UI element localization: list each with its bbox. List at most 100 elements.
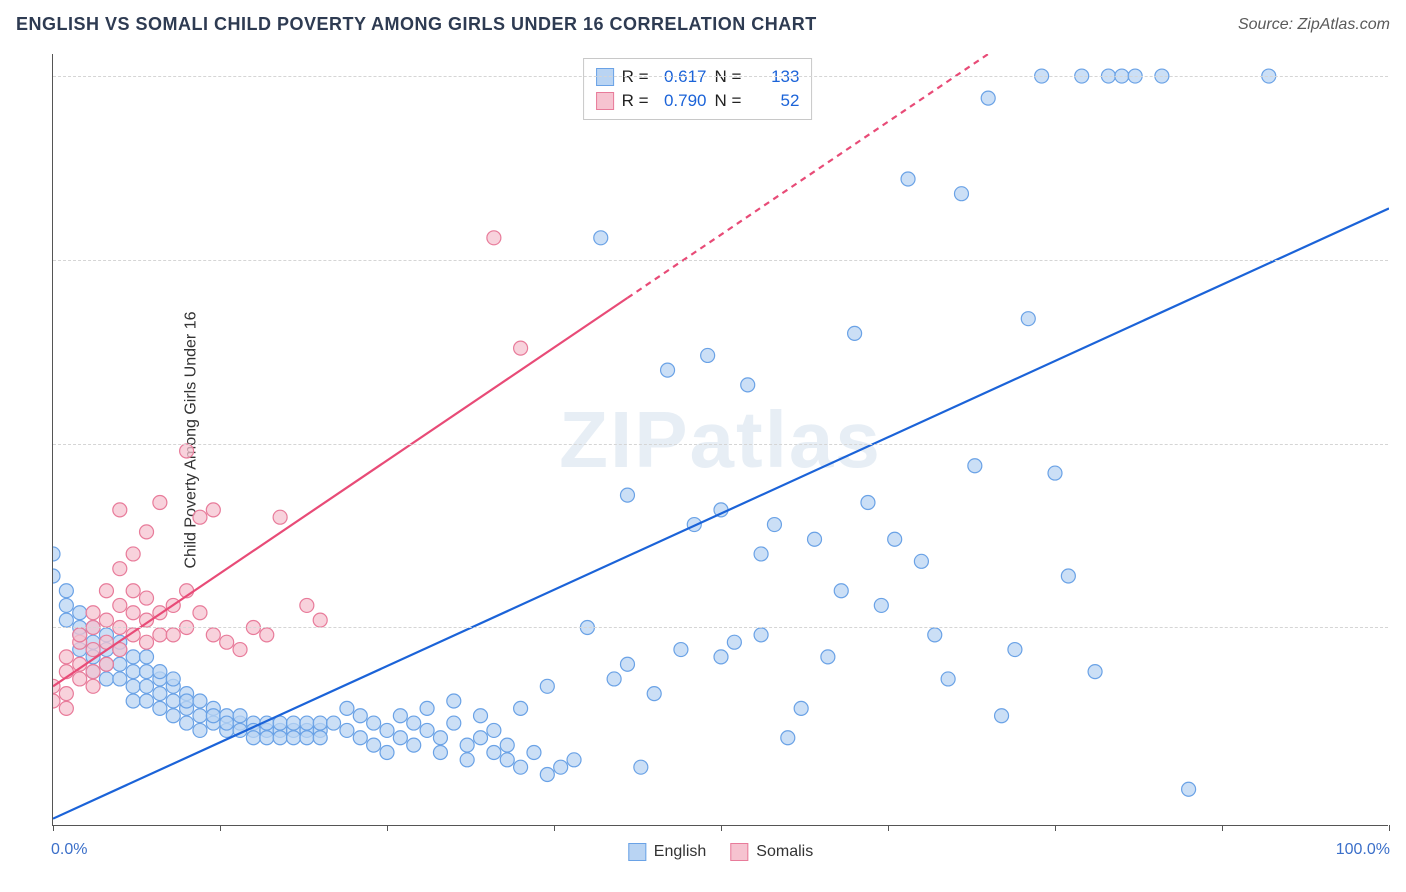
data-point-english — [527, 745, 541, 759]
data-point-somalis — [206, 503, 220, 517]
plot-area: Child Poverty Among Girls Under 16 ZIPat… — [52, 54, 1388, 826]
data-point-somalis — [487, 231, 501, 245]
data-point-somalis — [153, 628, 167, 642]
swatch-somalis-icon — [730, 843, 748, 861]
data-point-english — [166, 672, 180, 686]
data-point-english — [393, 709, 407, 723]
data-point-english — [808, 532, 822, 546]
y-tick-label: 100.0% — [1398, 67, 1406, 85]
data-point-somalis — [126, 547, 140, 561]
gridline — [53, 627, 1388, 628]
data-point-somalis — [273, 510, 287, 524]
data-point-somalis — [233, 643, 247, 657]
data-point-english — [340, 723, 354, 737]
y-tick-label: 75.0% — [1398, 251, 1406, 269]
data-point-english — [393, 731, 407, 745]
r-value-somalis: 0.790 — [657, 89, 707, 113]
data-point-english — [407, 716, 421, 730]
data-point-english — [487, 745, 501, 759]
data-point-english — [126, 679, 140, 693]
legend-bottom: English Somalis — [628, 843, 813, 861]
x-tick-mark — [1389, 825, 1390, 831]
data-point-english — [53, 569, 60, 583]
data-point-english — [327, 716, 341, 730]
x-tick-mark — [554, 825, 555, 831]
data-point-english — [53, 547, 60, 561]
data-point-somalis — [59, 701, 73, 715]
data-point-english — [126, 694, 140, 708]
data-point-somalis — [514, 341, 528, 355]
legend-row-somalis: R = 0.790 N = 52 — [596, 89, 800, 113]
data-point-english — [313, 716, 327, 730]
x-tick-mark — [387, 825, 388, 831]
data-point-english — [901, 172, 915, 186]
data-point-english — [500, 753, 514, 767]
data-point-english — [447, 716, 461, 730]
data-point-somalis — [140, 635, 154, 649]
data-point-english — [166, 694, 180, 708]
data-point-english — [153, 665, 167, 679]
data-point-english — [113, 657, 127, 671]
data-point-english — [433, 731, 447, 745]
data-point-somalis — [126, 584, 140, 598]
data-point-english — [193, 709, 207, 723]
x-tick-mark — [1222, 825, 1223, 831]
data-point-somalis — [153, 495, 167, 509]
data-point-english — [273, 731, 287, 745]
data-point-somalis — [59, 687, 73, 701]
legend-item-somalis: Somalis — [730, 843, 813, 861]
data-point-somalis — [86, 665, 100, 679]
gridline — [53, 260, 1388, 261]
data-point-english — [714, 650, 728, 664]
data-point-english — [353, 731, 367, 745]
data-point-somalis — [86, 606, 100, 620]
data-point-english — [260, 731, 274, 745]
data-point-english — [99, 672, 113, 686]
data-point-english — [914, 554, 928, 568]
data-point-somalis — [86, 643, 100, 657]
legend-label-english: English — [654, 843, 706, 861]
data-point-english — [420, 723, 434, 737]
data-point-english — [620, 657, 634, 671]
data-point-english — [407, 738, 421, 752]
data-point-english — [794, 701, 808, 715]
data-point-english — [286, 731, 300, 745]
data-point-english — [727, 635, 741, 649]
data-point-english — [286, 716, 300, 730]
x-tick-mark — [721, 825, 722, 831]
data-point-english — [474, 709, 488, 723]
data-point-english — [313, 731, 327, 745]
data-point-english — [220, 716, 234, 730]
data-point-somalis — [113, 503, 127, 517]
data-point-somalis — [53, 694, 60, 708]
data-point-english — [193, 694, 207, 708]
data-point-english — [514, 701, 528, 715]
data-point-english — [754, 628, 768, 642]
n-label: N = — [715, 89, 742, 113]
data-point-english — [1021, 312, 1035, 326]
data-point-english — [447, 694, 461, 708]
x-tick-mark — [53, 825, 54, 831]
data-point-english — [834, 584, 848, 598]
data-point-english — [594, 231, 608, 245]
data-point-english — [140, 679, 154, 693]
data-point-english — [340, 701, 354, 715]
data-point-english — [607, 672, 621, 686]
data-point-english — [928, 628, 942, 642]
legend-correlation-box: R = 0.617 N = 133 R = 0.790 N = 52 — [583, 58, 813, 120]
legend-label-somalis: Somalis — [756, 843, 813, 861]
data-point-english — [193, 723, 207, 737]
data-point-english — [620, 488, 634, 502]
swatch-somalis — [596, 92, 614, 110]
data-point-english — [1061, 569, 1075, 583]
data-point-english — [246, 731, 260, 745]
data-point-english — [874, 598, 888, 612]
data-point-english — [661, 363, 675, 377]
data-point-english — [59, 613, 73, 627]
x-tick-mark — [1055, 825, 1056, 831]
data-point-english — [1048, 466, 1062, 480]
data-point-english — [981, 91, 995, 105]
data-point-english — [353, 709, 367, 723]
data-point-english — [113, 672, 127, 686]
data-point-english — [487, 723, 501, 737]
